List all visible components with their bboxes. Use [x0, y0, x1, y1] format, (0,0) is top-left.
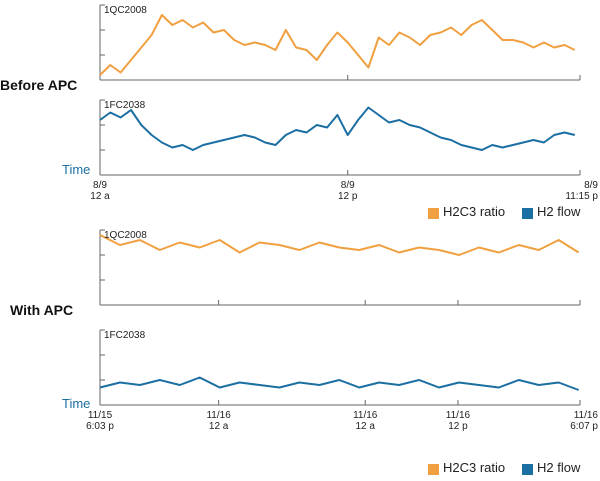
- legend-swatch: [522, 464, 533, 475]
- legend-swatch: [428, 208, 439, 219]
- legend-swatch: [428, 464, 439, 475]
- legend-label: H2 flow: [537, 204, 581, 219]
- section-title: Before APC: [0, 77, 78, 93]
- series-line: [99, 234, 580, 256]
- legend-label: H2C3 ratio: [443, 460, 506, 475]
- panel-title: 1FC2038: [104, 100, 146, 111]
- x-tick-label: 11/16 12 a: [206, 410, 231, 432]
- legend-label: H2 flow: [537, 460, 581, 475]
- x-tick-label: 11/16 12 p: [445, 410, 471, 432]
- panel-title: 1QC2008: [104, 230, 147, 241]
- section-title: With APC: [10, 302, 74, 318]
- series-line: [99, 106, 576, 151]
- x-axis-label: Time: [62, 162, 91, 177]
- x-tick-label: 11/16 12 a: [353, 410, 378, 432]
- x-tick-label: 8/9 11:15 p: [565, 180, 598, 202]
- legend-swatch: [522, 208, 533, 219]
- x-tick-label: 11/16 6:07 p: [570, 410, 598, 432]
- x-tick-label: 8/9 12 a: [90, 180, 110, 202]
- panel-title: 1FC2038: [104, 330, 146, 341]
- series-line: [99, 376, 579, 391]
- legend-label: H2C3 ratio: [443, 204, 506, 219]
- x-tick-label: 8/9 12 p: [338, 180, 358, 202]
- x-tick-label: 11/15 6:03 p: [86, 410, 114, 432]
- panel-title: 1QC2008: [104, 5, 147, 16]
- series-line: [99, 14, 576, 76]
- x-axis-label: Time: [62, 396, 91, 411]
